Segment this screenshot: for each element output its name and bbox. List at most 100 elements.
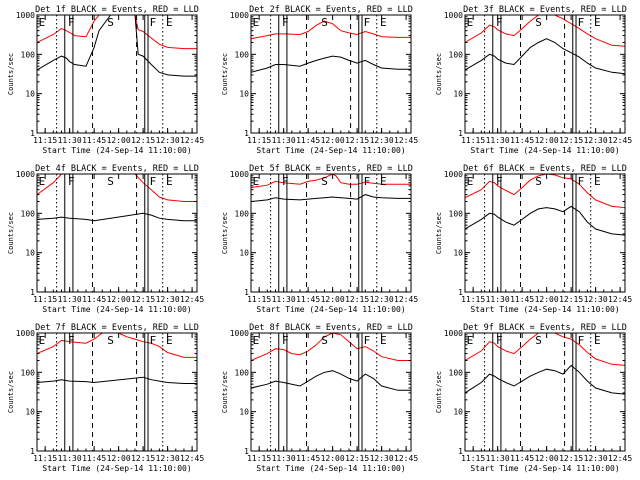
x-axis-label: Start Time (24-Sep-14 11:10:00) <box>256 464 405 473</box>
y-axis-label: Counts/sec <box>435 371 443 413</box>
x-tick-label: 11:30 <box>272 136 296 145</box>
y-tick-label: 1 <box>244 129 249 138</box>
panel-title: Det 1f BLACK = Events, RED = LLD <box>35 5 199 15</box>
event-letter: E <box>467 175 474 188</box>
event-letter: F <box>150 16 157 29</box>
x-tick-label: 12:30 <box>370 454 394 463</box>
x-tick-label: 12:15 <box>131 136 155 145</box>
plot-frame <box>36 173 198 293</box>
event-letter: S <box>535 175 542 188</box>
x-tick-label: 12:30 <box>584 136 608 145</box>
y-tick-label: 10 <box>25 408 35 417</box>
y-tick-label: 1000 <box>444 170 463 179</box>
event-letter: F <box>496 175 503 188</box>
y-tick-label: 1 <box>458 447 463 456</box>
x-tick-label: 11:15 <box>33 454 57 463</box>
event-letter: E <box>253 334 260 347</box>
x-tick-label: 12:45 <box>608 295 632 304</box>
x-tick-label: 12:00 <box>535 295 559 304</box>
event-letter: E <box>467 334 474 347</box>
y-tick-label: 1000 <box>230 11 249 20</box>
panel-title: Det 9f BLACK = Events, RED = LLD <box>463 323 627 333</box>
x-axis-label: Start Time (24-Sep-14 11:10:00) <box>470 464 619 473</box>
y-tick-label: 100 <box>21 50 36 59</box>
lld-series-line <box>251 333 411 361</box>
y-axis-label: Counts/sec <box>7 371 15 413</box>
x-axis-label: Start Time (24-Sep-14 11:10:00) <box>470 305 619 314</box>
x-tick-label: 11:45 <box>296 295 320 304</box>
x-tick-label: 12:30 <box>584 454 608 463</box>
x-axis-label: Start Time (24-Sep-14 11:10:00) <box>42 146 191 155</box>
event-letter: E <box>166 334 173 347</box>
event-letter: E <box>380 175 387 188</box>
event-letter: S <box>535 334 542 347</box>
event-letter: F <box>364 334 371 347</box>
y-tick-label: 10 <box>453 408 463 417</box>
x-tick-label: 11:30 <box>272 295 296 304</box>
event-letter: F <box>364 16 371 29</box>
x-tick-label: 12:30 <box>156 295 180 304</box>
y-axis-label: Counts/sec <box>7 212 15 254</box>
y-tick-label: 100 <box>449 368 464 377</box>
plot-frame <box>36 14 198 134</box>
x-tick-label: 11:30 <box>58 454 82 463</box>
lld-series-line <box>251 174 411 189</box>
events-series-line <box>251 55 411 73</box>
event-letter: E <box>253 175 260 188</box>
x-tick-label: 11:45 <box>82 454 106 463</box>
x-tick-label: 11:15 <box>461 454 485 463</box>
x-tick-label: 12:30 <box>370 136 394 145</box>
event-letter: F <box>68 16 75 29</box>
panel-title: Det 2f BLACK = Events, RED = LLD <box>249 5 413 15</box>
event-letter: E <box>253 16 260 29</box>
y-tick-label: 10 <box>453 249 463 258</box>
x-tick-label: 12:30 <box>370 295 394 304</box>
x-tick-label: 11:30 <box>58 295 82 304</box>
y-tick-label: 1000 <box>16 170 35 179</box>
event-letter: S <box>535 16 542 29</box>
x-tick-label: 12:00 <box>107 136 131 145</box>
x-tick-label: 12:15 <box>559 454 583 463</box>
x-tick-label: 11:30 <box>486 295 510 304</box>
x-tick-label: 12:15 <box>131 295 155 304</box>
x-tick-label: 12:45 <box>180 454 204 463</box>
panel-title: Det 6f BLACK = Events, RED = LLD <box>463 164 627 174</box>
y-tick-label: 1000 <box>230 329 249 338</box>
x-tick-label: 11:45 <box>510 136 534 145</box>
lld-series-line <box>37 333 197 358</box>
events-series-line <box>251 370 411 391</box>
event-letter: S <box>321 16 328 29</box>
y-tick-label: 10 <box>25 90 35 99</box>
event-letter: E <box>166 175 173 188</box>
plot-frame <box>250 14 412 134</box>
event-letter: S <box>107 175 114 188</box>
event-letter: F <box>282 16 289 29</box>
y-tick-label: 100 <box>449 50 464 59</box>
x-tick-label: 11:15 <box>461 295 485 304</box>
y-tick-label: 1 <box>244 288 249 297</box>
event-letter: E <box>594 175 601 188</box>
event-letter: F <box>496 16 503 29</box>
x-tick-label: 12:30 <box>156 454 180 463</box>
x-tick-label: 12:00 <box>107 295 131 304</box>
x-tick-label: 11:45 <box>510 295 534 304</box>
x-tick-label: 12:45 <box>608 136 632 145</box>
x-tick-label: 11:30 <box>58 136 82 145</box>
y-tick-label: 10 <box>239 90 249 99</box>
y-tick-label: 1 <box>30 129 35 138</box>
x-tick-label: 11:45 <box>296 454 320 463</box>
x-tick-label: 11:30 <box>486 454 510 463</box>
y-tick-label: 100 <box>449 209 464 218</box>
x-tick-label: 11:45 <box>510 454 534 463</box>
plot-frame <box>250 173 412 293</box>
y-axis-label: Counts/sec <box>221 53 229 95</box>
plot-frame <box>464 14 626 134</box>
y-tick-label: 1 <box>458 129 463 138</box>
x-tick-label: 11:45 <box>82 295 106 304</box>
x-tick-label: 12:45 <box>180 136 204 145</box>
lld-series-line <box>465 174 625 209</box>
